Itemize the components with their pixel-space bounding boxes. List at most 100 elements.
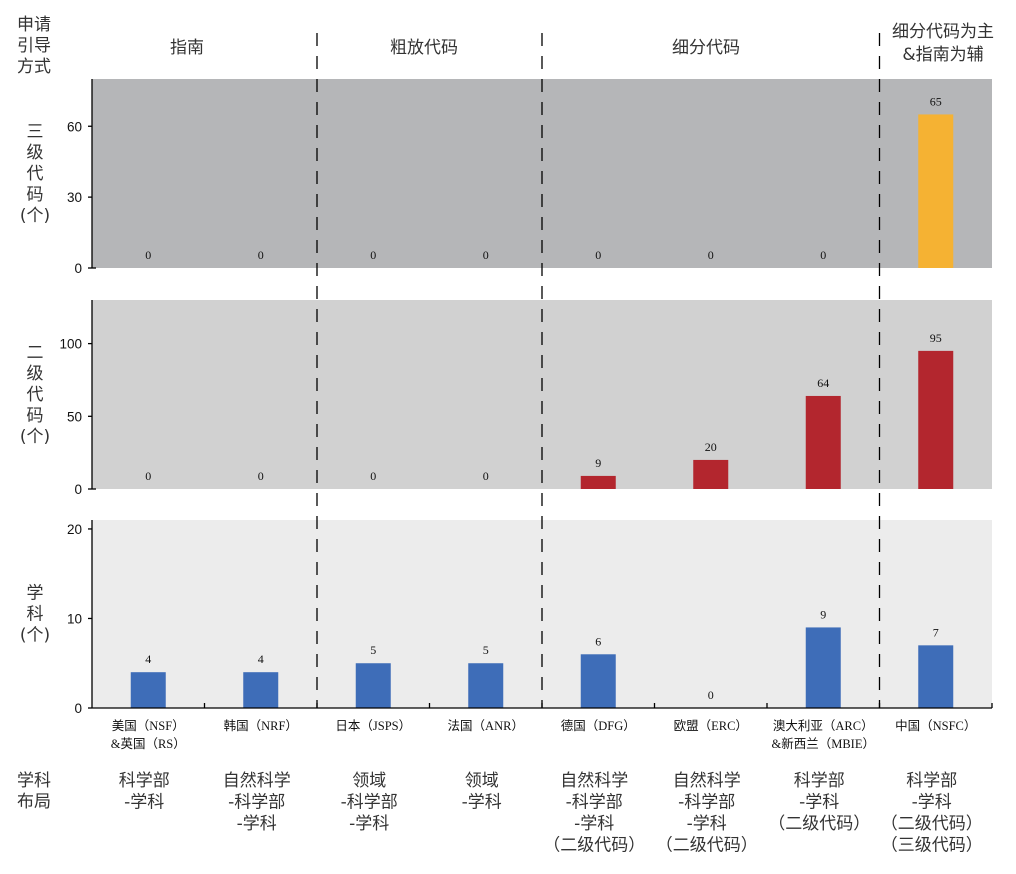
value-label: 0 xyxy=(370,469,376,483)
value-label: 7 xyxy=(933,625,939,639)
discipline-layout-cell: 科学部-学科 xyxy=(119,771,170,813)
bar xyxy=(580,475,616,489)
group-separators xyxy=(316,33,881,708)
row-header-discipline-layout: 学科 布局 xyxy=(17,771,51,812)
discipline-layout-line: 领域 xyxy=(465,771,499,791)
discipline-layout-line: -学科 xyxy=(687,814,727,834)
row-header-line: 申请 xyxy=(17,15,51,35)
row-header-line: 方式 xyxy=(17,57,51,77)
bar xyxy=(805,395,841,489)
bar xyxy=(805,627,841,708)
discipline-layout-cell: 领域-科学部-学科 xyxy=(341,771,398,834)
category-label-line: 欧盟（ERC） xyxy=(674,719,748,733)
category-label: 日本（JSPS） xyxy=(335,719,411,733)
discipline-layout-line: -科学部 xyxy=(228,793,285,813)
category-label-line: &新西兰（MBIE） xyxy=(772,736,875,751)
panel-background xyxy=(92,300,992,489)
x-axis-category-labels: 美国（NSF） &英国（RS） 韩国（NRF） 日本（JSPS） 法国（ANR） 德国（D… xyxy=(111,718,977,751)
bar xyxy=(468,663,504,708)
y-axis-title-line: 码 xyxy=(27,185,44,205)
value-label: 0 xyxy=(258,469,264,483)
y-axis-title-line: 码 xyxy=(27,406,44,426)
value-label: 0 xyxy=(708,688,714,702)
discipline-layout-line: -学科 xyxy=(237,814,277,834)
category-label-line: 德国（DFG） xyxy=(561,718,636,733)
y-axis-title-line: (个) xyxy=(20,626,50,646)
group-header-label: 指南 xyxy=(170,38,204,58)
value-label: 4 xyxy=(145,652,151,666)
group-headers: 指南 粗放代码 细分代码 细分代码为主&指南为辅 xyxy=(170,22,994,65)
group-header: 细分代码为主&指南为辅 xyxy=(892,22,994,65)
group-header: 粗放代码 xyxy=(390,38,458,58)
value-label: 0 xyxy=(258,248,264,262)
discipline-layout-line: （三级代码） xyxy=(881,836,983,856)
bar xyxy=(693,459,729,489)
y-tick-label: 0 xyxy=(74,701,82,716)
discipline-layout-line: （二级代码） xyxy=(656,836,758,856)
y-axis-title-line: 学 xyxy=(27,584,44,604)
category-label: 澳大利亚（ARC） &新西兰（MBIE） xyxy=(772,719,875,751)
discipline-layout-line: 科学部 xyxy=(119,771,170,791)
bar xyxy=(130,672,166,708)
discipline-layout-line: -学科 xyxy=(574,814,614,834)
discipline-layout-line: -科学部 xyxy=(341,793,398,813)
y-tick-label: 10 xyxy=(67,611,82,626)
y-axis-title-disciplines: 学科(个) xyxy=(20,584,50,646)
y-tick-label: 50 xyxy=(67,409,82,424)
group-header: 指南 xyxy=(170,38,204,58)
discipline-layout-line: 自然科学 xyxy=(673,771,741,791)
value-label: 0 xyxy=(483,469,489,483)
value-label: 0 xyxy=(145,469,151,483)
y-tick-label: 60 xyxy=(67,119,82,134)
discipline-layout-line: -科学部 xyxy=(678,793,735,813)
value-label: 6 xyxy=(595,634,601,648)
panel-disciplines: 4 4 5 5 6 0 9 7 0 10 20 学科(个) xyxy=(20,520,993,716)
discipline-layout-cell: 自然科学-科学部-学科（二级代码） xyxy=(656,771,758,856)
discipline-layout-line: （二级代码） xyxy=(881,814,983,834)
value-label: 0 xyxy=(595,248,601,262)
category-label-line: 韩国（NRF） xyxy=(224,718,298,733)
value-label: 5 xyxy=(483,643,489,657)
bar xyxy=(580,654,616,708)
y-axis-title-line: (个) xyxy=(20,427,50,447)
y-axis-title-level3-codes: 三级代码(个) xyxy=(20,122,50,226)
bar xyxy=(243,672,279,708)
discipline-layout-line: 自然科学 xyxy=(560,771,628,791)
row-header-line: 引导 xyxy=(17,36,51,56)
y-axis-title-level2-codes: 二级代码(个) xyxy=(20,343,50,447)
discipline-layout-line: -学科 xyxy=(462,793,502,813)
discipline-layout-line: （二级代码） xyxy=(543,836,645,856)
value-label: 9 xyxy=(820,607,826,621)
discipline-layout-line: 科学部 xyxy=(794,771,845,791)
discipline-layout-cell: 自然科学-科学部-学科（二级代码） xyxy=(543,771,645,856)
y-axis-title-line: (个) xyxy=(20,206,50,226)
y-axis-title-line: 级 xyxy=(27,143,44,163)
group-header-label: &指南为辅 xyxy=(902,45,983,65)
value-label: 95 xyxy=(930,331,942,345)
group-header-label: 细分代码为主 xyxy=(892,22,994,42)
y-axis-title-line: 代 xyxy=(27,164,44,184)
discipline-layout-cell: 科学部-学科（二级代码）（三级代码） xyxy=(881,771,983,856)
discipline-layout-cell: 自然科学-科学部-学科 xyxy=(223,771,291,834)
bar xyxy=(918,350,954,489)
discipline-layout-line: -学科 xyxy=(912,793,952,813)
value-label: 0 xyxy=(370,248,376,262)
discipline-layout-line: 领域 xyxy=(352,771,386,791)
category-label: 德国（DFG） xyxy=(561,718,636,733)
discipline-layout-line: -学科 xyxy=(124,793,164,813)
value-label: 0 xyxy=(145,248,151,262)
discipline-layout-line: 自然科学 xyxy=(223,771,291,791)
discipline-layout-cell: 科学部-学科（二级代码） xyxy=(768,771,870,834)
category-label-line: &英国（RS） xyxy=(111,737,186,751)
y-tick-label: 100 xyxy=(59,337,82,352)
category-label-line: 澳大利亚（ARC） xyxy=(773,719,874,733)
y-tick-label: 20 xyxy=(67,522,82,537)
category-label: 中国（NSFC） xyxy=(895,718,976,733)
row-header-line: 布局 xyxy=(17,792,51,812)
y-axis-title-line: 三 xyxy=(27,122,44,142)
value-label: 4 xyxy=(258,652,264,666)
y-tick-label: 0 xyxy=(74,261,82,276)
group-header-label: 粗放代码 xyxy=(390,38,458,58)
